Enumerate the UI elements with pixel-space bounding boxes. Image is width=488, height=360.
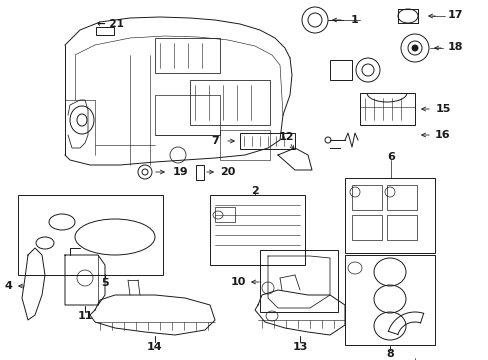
- Bar: [215, 207, 235, 222]
- Text: 1: 1: [350, 15, 358, 25]
- Bar: [260, 250, 337, 312]
- Text: 19: 19: [172, 167, 187, 177]
- Text: 15: 15: [434, 104, 450, 114]
- Bar: [386, 185, 416, 210]
- Text: 11: 11: [77, 311, 93, 321]
- Bar: [359, 93, 414, 125]
- Text: 16: 16: [434, 130, 450, 140]
- Bar: [386, 215, 416, 240]
- Bar: [345, 255, 434, 345]
- Bar: [155, 95, 220, 135]
- Bar: [220, 130, 269, 160]
- Text: 2: 2: [251, 186, 258, 196]
- Text: ← 21: ← 21: [97, 19, 123, 29]
- Text: 18: 18: [447, 42, 462, 52]
- Text: 5: 5: [101, 278, 109, 288]
- Bar: [190, 80, 269, 125]
- Bar: [351, 215, 381, 240]
- Bar: [240, 133, 294, 149]
- Text: 13: 13: [292, 342, 307, 352]
- Ellipse shape: [411, 45, 417, 51]
- Text: 8: 8: [386, 349, 393, 359]
- Text: 14: 14: [147, 342, 163, 352]
- Bar: [96, 27, 114, 35]
- Bar: [351, 185, 381, 210]
- Bar: [345, 178, 434, 253]
- Text: 10: 10: [230, 277, 245, 287]
- Text: 17: 17: [447, 10, 462, 20]
- Text: 12: 12: [278, 132, 293, 142]
- Text: 7: 7: [211, 136, 219, 146]
- Text: 4: 4: [4, 281, 12, 291]
- Bar: [155, 38, 220, 73]
- Bar: [329, 60, 351, 80]
- Bar: [196, 165, 203, 180]
- Text: 20: 20: [220, 167, 235, 177]
- Text: 6: 6: [386, 152, 394, 162]
- Bar: [18, 195, 163, 275]
- Bar: [209, 195, 305, 265]
